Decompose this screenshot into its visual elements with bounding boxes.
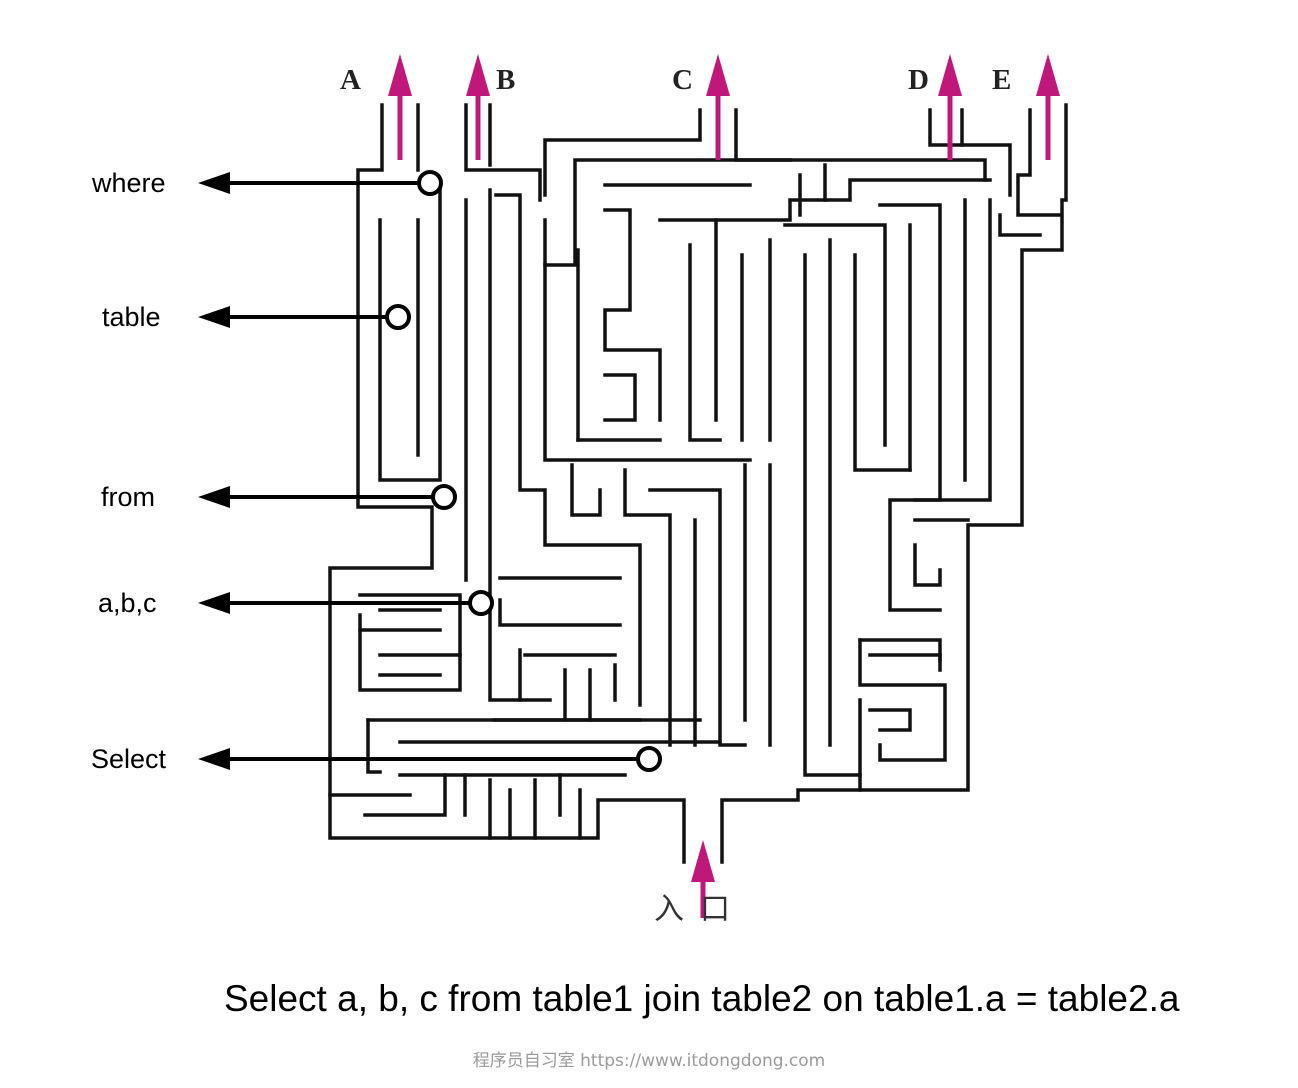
maze-wall (648, 488, 747, 747)
maze-wall (366, 718, 382, 774)
exit-c-arrow (706, 54, 730, 160)
maze-outer-wall-right (720, 103, 1068, 864)
maze-wall (358, 593, 462, 692)
exit-b-arrow (466, 54, 490, 160)
maze-wall (543, 263, 752, 462)
maze-wall (803, 253, 862, 777)
table-pointer (198, 304, 411, 330)
clause-label-table: table (102, 302, 161, 332)
entrance-arrow-head (691, 840, 715, 882)
exit-b-corridor (464, 103, 542, 202)
select-pointer (198, 746, 662, 772)
maze-wall (488, 188, 522, 702)
maze-wall (518, 648, 552, 702)
maze-wall (570, 463, 602, 517)
exit-d-arrow-head (938, 54, 962, 96)
maze-wall (783, 223, 887, 447)
clause-label-where: where (92, 168, 166, 198)
maze-wall (858, 638, 947, 762)
maze-wall (853, 253, 912, 472)
maze-wall (858, 638, 942, 662)
exit-label-d: D (908, 64, 929, 96)
from-pointer (198, 484, 457, 510)
columns-pointer-head (198, 592, 230, 614)
select-pointer-head (198, 748, 230, 770)
maze-wall (498, 598, 622, 627)
exit-c-corridor-right (734, 108, 987, 182)
table-pointer-head (198, 306, 230, 328)
maze-wall (913, 198, 992, 502)
exit-arrows (388, 54, 1060, 918)
entrance-label: 入口 (654, 892, 746, 927)
maze-wall (543, 158, 792, 267)
exit-c-corridor (543, 108, 702, 197)
exit-a-arrow (388, 54, 412, 160)
exit-b-arrow-head (466, 54, 490, 96)
exit-d-arrow (938, 54, 962, 160)
exit-e-arrow-head (1036, 54, 1060, 96)
clause-pointers (198, 170, 662, 772)
table-pointer-marker (385, 304, 411, 330)
exit-a-arrow-head (388, 54, 412, 96)
columns-pointer (198, 590, 494, 616)
exit-label-b: B (496, 64, 516, 96)
maze-wall (363, 773, 447, 817)
maze-walls (328, 103, 1068, 864)
select-pointer-marker (636, 746, 662, 772)
sql-query-caption: Select a, b, c from table1 join table2 o… (224, 978, 1180, 1019)
maze-wall (603, 373, 637, 422)
from-pointer-marker (431, 484, 457, 510)
maze-wall (623, 468, 672, 747)
maze-wall (688, 243, 722, 442)
watermark: 程序员自习室 https://www.itdongdong.com (472, 1051, 826, 1071)
from-pointer-head (198, 486, 230, 508)
exit-e-arrow (1036, 54, 1060, 160)
exit-c-arrow-head (706, 54, 730, 96)
where-pointer-head (198, 172, 230, 194)
maze-wall (494, 193, 642, 707)
where-pointer (198, 170, 443, 196)
where-pointer-marker (417, 170, 443, 196)
exit-d-corridor (928, 108, 1012, 197)
maze-wall (658, 178, 992, 222)
maze-wall (868, 708, 912, 732)
clause-label-from: from (101, 482, 155, 512)
exit-label-c: C (672, 64, 693, 96)
maze-outer-wall (328, 103, 686, 864)
clause-label-columns: a,b,c (98, 588, 157, 618)
entrance-arrow (691, 840, 715, 918)
clause-label-select: Select (91, 744, 167, 774)
exit-e-corridor (1016, 108, 1062, 217)
maze-wall (868, 653, 942, 672)
maze-wall (998, 213, 1042, 237)
exit-label-a: A (340, 64, 361, 96)
maze-wall (378, 183, 442, 482)
maze-wall (913, 543, 942, 587)
columns-pointer-marker (468, 590, 494, 616)
maze-wall (603, 208, 662, 422)
exit-label-e: E (992, 64, 1012, 96)
